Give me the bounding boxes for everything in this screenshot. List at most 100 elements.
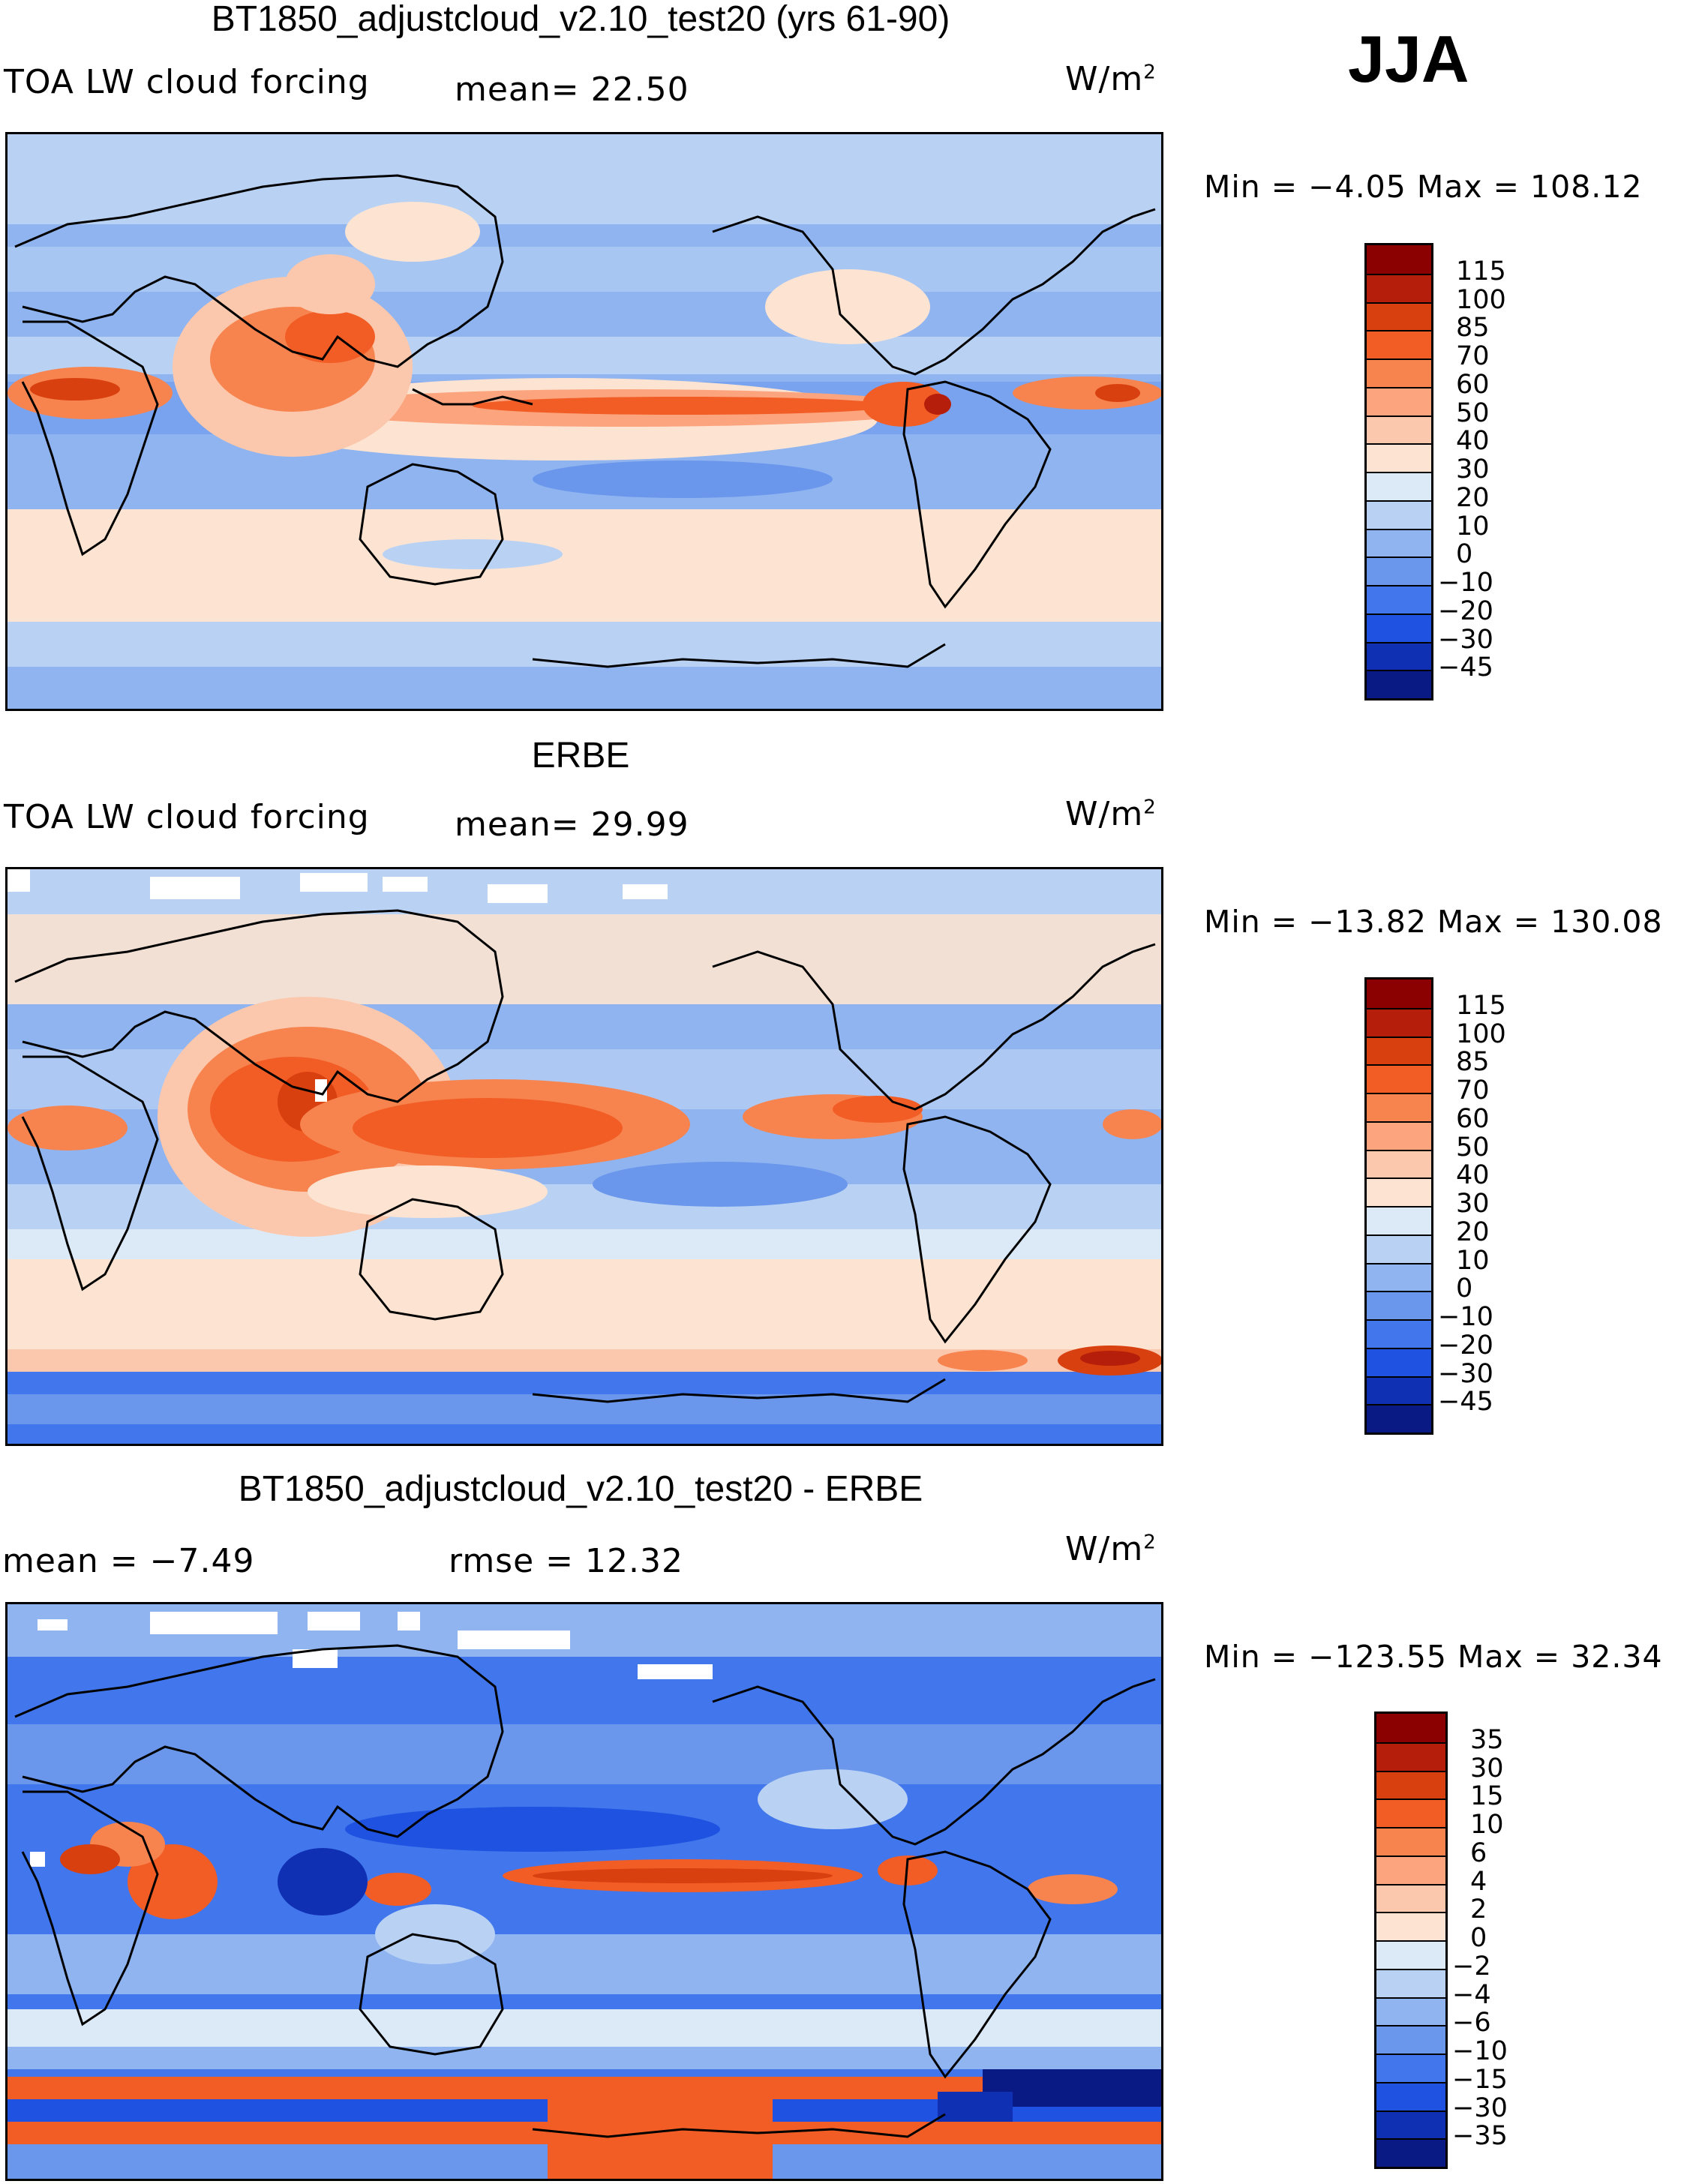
colorbar-tick-label: 15	[1470, 1781, 1504, 1812]
colorbar-segment	[1367, 1120, 1431, 1150]
colorbar-tick-label: 0	[1456, 539, 1473, 570]
colorbar-erbe	[1364, 977, 1433, 1435]
colorbar-tick-label: 0	[1470, 1923, 1487, 1953]
colorbar-segment	[1376, 1912, 1445, 1940]
colorbar-segment	[1367, 273, 1431, 302]
colorbar-segment	[1376, 2025, 1445, 2054]
colorbar-tick-label: 115	[1456, 256, 1506, 286]
colorbar-segment	[1376, 1968, 1445, 1997]
colorbar-tick-label: −30	[1438, 624, 1493, 655]
colorbar-tick-label: 20	[1456, 1216, 1490, 1247]
colorbar-segment	[1376, 2110, 1445, 2139]
colorbar-difference	[1374, 1712, 1448, 2169]
colorbar-segment	[1367, 641, 1431, 670]
map-panel-model	[5, 132, 1163, 711]
panel1-units: W/m2	[1065, 60, 1157, 98]
colorbar-segment	[1367, 443, 1431, 472]
colorbar-tick-label: −20	[1438, 596, 1493, 626]
colorbar-segment	[1367, 1149, 1431, 1178]
colorbar-tick-label: 10	[1456, 511, 1490, 542]
colorbar-segment	[1367, 358, 1431, 387]
panel1-field-label: TOA LW cloud forcing	[4, 63, 370, 101]
colorbar-segment	[1376, 1940, 1445, 1969]
colorbar-tick-label: −10	[1438, 1302, 1493, 1332]
colorbar-tick-label: 100	[1456, 1018, 1506, 1049]
colorbar-segment	[1376, 2138, 1445, 2167]
colorbar-segment	[1376, 1855, 1445, 1884]
colorbar-tick-label: 2	[1470, 1894, 1487, 1925]
colorbar-tick-label: 50	[1456, 1132, 1490, 1162]
colorbar-segment	[1367, 670, 1431, 698]
colorbar-tick-label: 10	[1456, 1245, 1490, 1276]
colorbar-tick-label: −20	[1438, 1330, 1493, 1360]
colorbar-tick-label: 60	[1456, 1103, 1490, 1134]
colorbar-segment	[1376, 1996, 1445, 2026]
panel1-mean: mean= 22.50	[455, 70, 689, 109]
colorbar-tick-label: 85	[1456, 313, 1490, 344]
colorbar-segment	[1367, 980, 1431, 1008]
colorbar-segment	[1367, 1404, 1431, 1432]
colorbar-segment	[1367, 245, 1431, 274]
colorbar-segment	[1367, 1206, 1431, 1234]
panel2-minmax: Min = −13.82 Max = 130.08	[1204, 904, 1663, 940]
colorbar-segment	[1376, 1798, 1445, 1827]
panel3-mean: mean = −7.49	[2, 1542, 255, 1580]
colorbar-tick-label: −4	[1452, 1979, 1491, 2010]
colorbar-tick-label: 40	[1456, 1160, 1490, 1191]
colorbar-segment	[1367, 415, 1431, 444]
colorbar-segment	[1367, 386, 1431, 416]
colorbar-tick-label: 70	[1456, 1076, 1490, 1106]
colorbar-segment	[1376, 1883, 1445, 1912]
colorbar-tick-label: 6	[1470, 1838, 1487, 1868]
colorbar-tick-label: −10	[1452, 2036, 1508, 2066]
colorbar-tick-label: −6	[1452, 2008, 1491, 2038]
colorbar-tick-label: −30	[1452, 2092, 1508, 2123]
season-label: JJA	[1348, 22, 1469, 96]
erbe-lw-cloud-forcing-map	[8, 869, 1161, 1444]
colorbar-segment	[1367, 500, 1431, 529]
colorbar-segment	[1367, 1093, 1431, 1121]
colorbar-segment	[1376, 1827, 1445, 1856]
panel2-field-label: TOA LW cloud forcing	[4, 798, 370, 836]
colorbar-tick-label: 60	[1456, 369, 1490, 400]
colorbar-tick-label: 30	[1456, 1189, 1490, 1219]
colorbar-tick-label: 100	[1456, 284, 1506, 315]
colorbar-tick-label: −45	[1438, 1387, 1493, 1418]
colorbar-tick-label: 35	[1470, 1724, 1504, 1755]
colorbar-tick-label: 20	[1456, 482, 1490, 513]
panel1-minmax: Min = −4.05 Max = 108.12	[1204, 169, 1643, 205]
colorbar-segment	[1367, 1347, 1431, 1376]
panel2-units: W/m2	[1065, 795, 1157, 833]
colorbar-tick-label: 115	[1456, 990, 1506, 1021]
colorbar-segment	[1367, 1007, 1431, 1036]
colorbar-tick-label: 30	[1470, 1753, 1504, 1784]
colorbar-segment	[1367, 1262, 1431, 1292]
panel2-mean: mean= 29.99	[455, 806, 689, 844]
colorbar-tick-label: −15	[1452, 2064, 1508, 2095]
colorbar-segment	[1367, 330, 1431, 358]
colorbar-segment	[1367, 613, 1431, 642]
colorbar-tick-label: 0	[1456, 1274, 1473, 1304]
colorbar-segment	[1376, 1770, 1445, 1799]
panel1-title: BT1850_adjustcloud_v2.10_test20 (yrs 61-…	[211, 0, 950, 39]
colorbar-segment	[1367, 585, 1431, 614]
colorbar-segment	[1367, 1064, 1431, 1093]
colorbar-tick-label: −30	[1438, 1358, 1493, 1389]
panel3-minmax: Min = −123.55 Max = 32.34	[1204, 1639, 1663, 1675]
colorbar-segment	[1367, 556, 1431, 585]
colorbar-segment	[1367, 1319, 1431, 1348]
colorbar-tick-label: 30	[1456, 454, 1490, 484]
colorbar-tick-label: 10	[1470, 1810, 1504, 1840]
colorbar-tick-label: −10	[1438, 568, 1493, 598]
colorbar-tick-label: −35	[1452, 2121, 1508, 2152]
colorbar-segment	[1367, 528, 1431, 557]
colorbar-tick-label: 85	[1456, 1047, 1490, 1078]
map-panel-erbe	[5, 867, 1163, 1446]
colorbar-tick-label: 40	[1456, 426, 1490, 457]
colorbar-tick-label: 50	[1456, 398, 1490, 428]
colorbar-tick-label: 4	[1470, 1866, 1487, 1897]
colorbar-segment	[1367, 1376, 1431, 1405]
colorbar-segment	[1367, 302, 1431, 331]
colorbar-segment	[1376, 1742, 1445, 1771]
colorbar-tick-label: 70	[1456, 341, 1490, 371]
